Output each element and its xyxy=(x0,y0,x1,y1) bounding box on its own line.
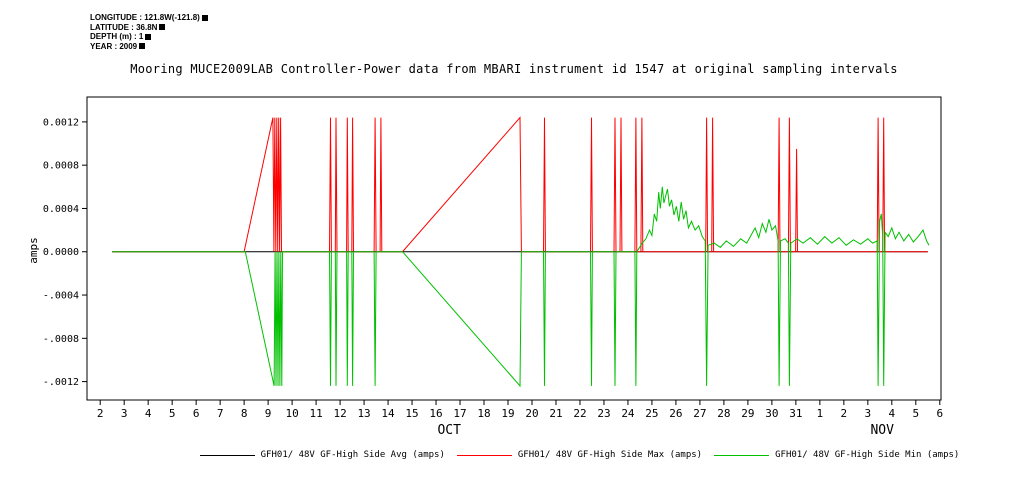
x-axis-tick-label: 9 xyxy=(265,407,272,420)
x-axis-tick-label: 14 xyxy=(381,407,395,420)
x-axis-tick-label: 17 xyxy=(453,407,466,420)
x-axis-tick-label: 6 xyxy=(193,407,200,420)
metadata-longitude-text: LONGITUDE : 121.8W(-121.8) xyxy=(90,13,200,22)
month-label: OCT xyxy=(437,423,461,438)
x-axis-tick-label: 12 xyxy=(333,407,346,420)
cursor-block-icon xyxy=(201,14,208,21)
metadata-block: LONGITUDE : 121.8W(-121.8) LATITUDE : 36… xyxy=(90,13,208,51)
y-axis-tick-label: 0.0008 xyxy=(43,161,79,172)
x-axis-tick-label: 15 xyxy=(405,407,418,420)
series-line-1 xyxy=(112,116,928,253)
legend-line-swatch-max xyxy=(456,454,512,456)
x-axis-tick-label: 21 xyxy=(549,407,562,420)
x-axis-tick-label: 22 xyxy=(573,407,586,420)
x-axis-tick-label: 3 xyxy=(121,407,128,420)
chart-title: Mooring MUCE2009LAB Controller-Power dat… xyxy=(130,62,898,76)
x-axis-tick-label: 18 xyxy=(477,407,490,420)
x-axis-tick-label: 30 xyxy=(765,407,778,420)
cursor-block-icon xyxy=(159,24,166,31)
legend-label-avg: GFH01/ 48V GF-High Side Avg (amps) xyxy=(260,450,445,460)
x-axis-tick-label: 31 xyxy=(789,407,802,420)
y-axis-tick-label: -.0012 xyxy=(43,377,79,388)
metadata-line-latitude: LATITUDE : 36.8N xyxy=(90,23,208,33)
x-axis-tick-label: 29 xyxy=(741,407,754,420)
x-axis-tick-label: 25 xyxy=(645,407,658,420)
x-axis-tick-label: 3 xyxy=(865,407,872,420)
month-label: NOV xyxy=(870,423,894,438)
metadata-line-longitude: LONGITUDE : 121.8W(-121.8) xyxy=(90,13,208,23)
x-axis-tick-label: 19 xyxy=(501,407,514,420)
x-axis-tick-label: 20 xyxy=(525,407,538,420)
x-axis-tick-label: 5 xyxy=(912,407,919,420)
x-axis-tick-label: 4 xyxy=(145,407,152,420)
series-line-2 xyxy=(112,186,930,388)
x-axis-tick-label: 2 xyxy=(97,407,104,420)
x-axis-tick-label: 2 xyxy=(841,407,848,420)
metadata-line-year: YEAR : 2009 xyxy=(90,42,208,52)
x-axis-tick-label: 10 xyxy=(285,407,298,420)
cursor-block-icon xyxy=(145,33,152,40)
x-axis-tick-label: 6 xyxy=(936,407,943,420)
x-axis-tick-label: 26 xyxy=(669,407,682,420)
legend-item-avg: GFH01/ 48V GF-High Side Avg (amps) xyxy=(199,450,445,460)
x-axis-tick-label: 27 xyxy=(693,407,706,420)
legend-label-min: GFH01/ 48V GF-High Side Min (amps) xyxy=(775,450,960,460)
metadata-line-depth: DEPTH (m) : 1 xyxy=(90,32,208,42)
metadata-year-text: YEAR : 2009 xyxy=(90,41,138,51)
x-axis-tick-label: 8 xyxy=(241,407,248,420)
y-axis-tick-label: 0.0004 xyxy=(43,204,79,215)
x-axis-tick-label: 13 xyxy=(357,407,370,420)
plot-frame xyxy=(86,96,942,401)
metadata-depth-text: DEPTH (m) : 1 xyxy=(90,32,144,41)
x-axis-tick-label: 28 xyxy=(717,407,730,420)
legend-line-swatch-avg xyxy=(199,454,255,456)
x-axis-tick-label: 24 xyxy=(621,407,635,420)
legend-label-max: GFH01/ 48V GF-High Side Max (amps) xyxy=(517,450,703,460)
legend-line-swatch-min xyxy=(714,454,770,456)
y-axis-tick-label: -.0004 xyxy=(43,291,79,302)
y-axis-tick-label: 0.0000 xyxy=(43,247,79,258)
y-axis-tick-label: -.0008 xyxy=(43,334,79,345)
legend: GFH01/ 48V GF-High Side Avg (amps) GFH01… xyxy=(150,450,1009,460)
y-axis-tick-label: 0.0012 xyxy=(43,117,79,128)
legend-item-min: GFH01/ 48V GF-High Side Min (amps) xyxy=(714,450,959,460)
x-axis-tick-label: 11 xyxy=(309,407,322,420)
cursor-block-icon xyxy=(139,43,146,50)
x-axis-tick-label: 1 xyxy=(817,407,824,420)
x-axis-tick-label: 4 xyxy=(889,407,896,420)
x-axis-tick-label: 5 xyxy=(169,407,176,420)
legend-item-max: GFH01/ 48V GF-High Side Max (amps) xyxy=(456,450,703,460)
x-axis-tick-label: 16 xyxy=(429,407,442,420)
metadata-latitude-text: LATITUDE : 36.8N xyxy=(90,22,158,32)
x-axis-tick-label: 23 xyxy=(597,407,610,420)
x-axis-tick-label: 7 xyxy=(217,407,224,420)
